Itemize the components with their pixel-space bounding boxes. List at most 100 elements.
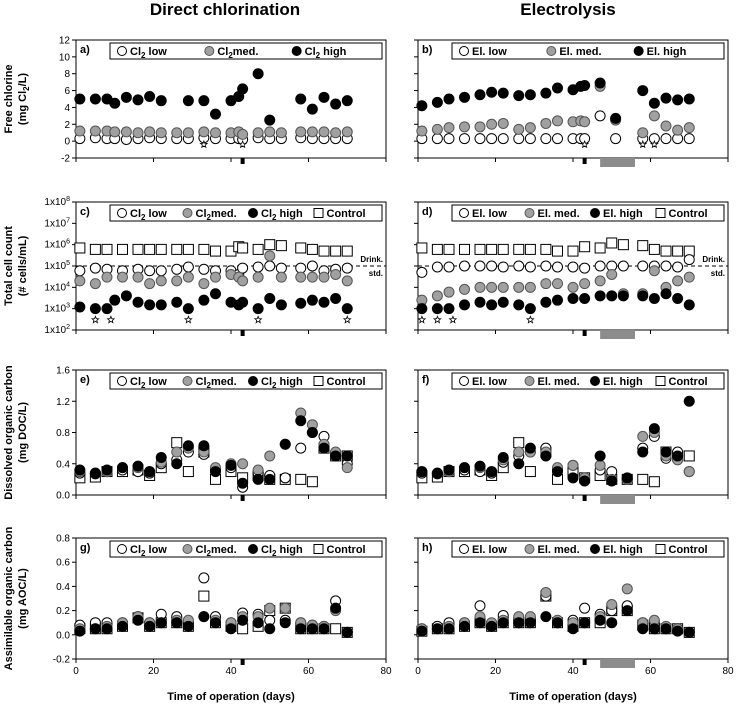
panel-b-treatment-mark [582, 158, 587, 164]
panel-d-point-gray [567, 281, 579, 293]
panel-a-point-gray [155, 127, 167, 139]
panel-f-point-filled [486, 466, 498, 478]
xtick-label: 40 [225, 666, 237, 677]
panel-b-point-gray [524, 122, 536, 134]
panel-f-point-filled [431, 467, 443, 479]
panel-c-point-filled [132, 296, 144, 308]
panel-h-point-gray [606, 599, 618, 611]
panel-d-legend-marker [590, 208, 600, 218]
panel-d-point-filled [617, 290, 629, 302]
xtick-label: 40 [567, 666, 579, 677]
title-right: Electrolysis [520, 0, 615, 19]
xaxis-title: Time of operation (days) [509, 691, 637, 703]
panel-b-point-filled [552, 82, 563, 94]
panel-d-point-gray [672, 275, 684, 287]
panel-d-drink-label: Drink. [702, 255, 725, 264]
panel-h-point-filled [552, 617, 563, 629]
panel-g-legend-label: Cl2med. [196, 544, 237, 558]
ytick-label: 0.8 [56, 428, 70, 439]
panel-g-point-filled [74, 625, 86, 637]
panel-d-point-square [617, 239, 629, 251]
panel-d-point-filled [660, 288, 672, 300]
panel-c-point-filled [264, 292, 276, 304]
panel-h-point-filled [443, 623, 455, 635]
panel-c-point-filled [198, 294, 210, 306]
panel-a-point-gray [109, 126, 121, 138]
panel-c-treatment-mark [240, 330, 245, 336]
panel-c-point-square [155, 243, 167, 255]
panel-g-legend-marker [313, 544, 324, 554]
panel-e-point-gray [341, 462, 353, 474]
panel-a-point-filled [144, 90, 156, 102]
panel-f-legend-marker [459, 376, 469, 386]
panel-e-point-gray [252, 464, 264, 476]
panel-e-legend-marker [313, 376, 324, 386]
panel-g-point-filled [89, 623, 101, 635]
panel-h-treatment-bar [600, 659, 635, 668]
panel-h-point-filled [594, 614, 606, 626]
panel-b-point-gray [540, 117, 552, 129]
panel-e-legend-label: Cl2 high [261, 376, 303, 390]
panel-d-point-gray [540, 278, 552, 290]
panel-c-point-open [89, 262, 101, 274]
panel-a-point-gray [341, 126, 353, 138]
panel-h-point-filled [513, 617, 525, 629]
xtick-label: 60 [303, 666, 315, 677]
panel-c-point-filled [295, 297, 307, 309]
panel-c-legend-label: Control [327, 208, 366, 220]
panel-f-point-filled [621, 472, 633, 484]
panel-a-legend-label: Cl2 low [130, 46, 167, 60]
panel-e-point-filled [89, 467, 101, 479]
panel-a-point-gray [120, 126, 132, 138]
panel-e-point-filled [330, 450, 342, 462]
panel-a-point-gray [210, 127, 221, 139]
panel-c-point-square [237, 242, 249, 254]
panel-c-point-square [171, 243, 183, 255]
panel-h-point-filled [660, 623, 672, 635]
xtick-label: 20 [490, 666, 502, 677]
panel-d-point-open [594, 260, 606, 272]
panel-f-point-square [637, 473, 649, 485]
panel-d-point-gray [648, 265, 660, 277]
panel-g-point-square [330, 623, 342, 635]
panel-e-point-filled [144, 466, 156, 478]
panel-e-legend-marker [248, 376, 258, 386]
ytick-label: 1x103 [44, 303, 70, 315]
panel-g-legend-marker [248, 544, 258, 554]
panel-b-point-gray [431, 123, 443, 135]
panel-d-point-square [637, 240, 649, 252]
panel-d-point-square [474, 243, 486, 255]
panel-b-point-open [540, 133, 552, 145]
panel-a-star-marker [199, 139, 209, 149]
panel-f-point-filled [637, 446, 649, 458]
panel-h-point-gray [621, 583, 633, 595]
panel-d-point-square [579, 241, 591, 253]
panel-h-point-filled [672, 625, 684, 637]
panel-f-point-filled [459, 462, 470, 474]
panel-d-point-open [683, 254, 695, 266]
panel-e-point-gray [171, 446, 183, 458]
panel-e-point-filled [101, 464, 113, 476]
panel-e-legend-label: Cl2 low [130, 376, 167, 390]
panel-d-point-open [431, 261, 443, 273]
panel-b-star-marker [580, 139, 590, 149]
panel-g-label: g) [80, 542, 91, 554]
panel-g-legend-label: Cl2 low [130, 544, 167, 558]
panel-c-point-square [117, 243, 128, 255]
panel-b-legend-label: El. med. [559, 46, 601, 58]
panel-d-point-open [617, 260, 629, 272]
panel-b-point-filled [579, 80, 591, 92]
panel-c-point-filled [109, 294, 121, 306]
panel-a-point-filled [264, 114, 276, 126]
panel-c-point-square [295, 242, 307, 254]
panel-b-legend [451, 42, 725, 60]
panel-g-point-filled [318, 623, 330, 635]
panel-h-legend-label: El. med. [538, 544, 580, 556]
panel-c-point-filled [74, 301, 86, 313]
panel-b-point-open [431, 133, 443, 145]
panel-e-point-square [295, 473, 307, 485]
panel-e-point-filled [237, 477, 249, 489]
panel-c-point-square [198, 243, 210, 255]
panel-c-point-gray [89, 278, 101, 290]
panel-f-point-filled [552, 466, 563, 478]
